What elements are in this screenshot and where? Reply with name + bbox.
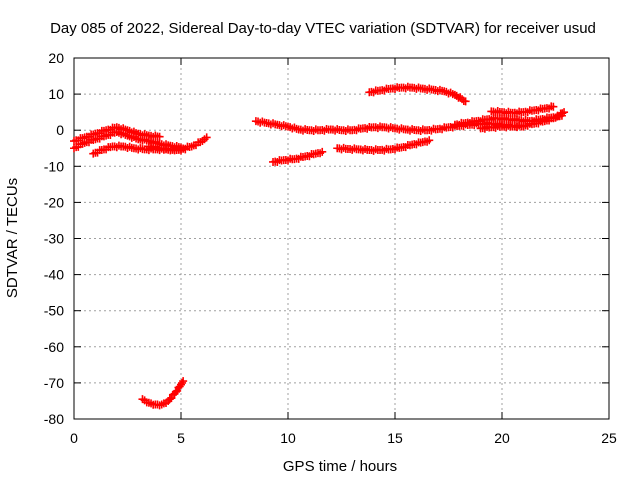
data-point: [558, 109, 567, 118]
y-tick-label: -40: [44, 267, 64, 283]
y-tick-label: -10: [44, 158, 64, 174]
x-tick-label: 15: [387, 430, 403, 446]
data-point: [318, 147, 327, 156]
x-tick-label: 25: [601, 430, 617, 446]
x-tick-label: 10: [280, 430, 296, 446]
y-tick-label: -70: [44, 375, 64, 391]
data-point: [165, 395, 174, 404]
axis-ticks: 0 5 10 15 20 25 20 10 0 -10 -20 -30 -40 -50 -60 -70 -80: [44, 50, 617, 446]
data-point: [171, 387, 180, 396]
y-tick-label: 0: [56, 122, 64, 138]
y-tick-label: -80: [44, 411, 64, 427]
x-axis-label: GPS time / hours: [283, 458, 397, 475]
data-point: [425, 136, 434, 145]
data-point: [202, 133, 211, 142]
y-tick-label: 10: [48, 86, 64, 102]
y-tick-label: -60: [44, 339, 64, 355]
y-tick-label: -50: [44, 303, 64, 319]
data-point: [178, 378, 187, 387]
y-axis-label: SDTVAR / TECUs: [4, 178, 21, 298]
data-points: [70, 82, 569, 410]
data-point: [461, 97, 470, 106]
data-point: [155, 132, 164, 141]
data-point: [560, 108, 569, 117]
x-tick-label: 20: [494, 430, 510, 446]
grid-lines: [74, 58, 609, 419]
y-tick-label: 20: [48, 50, 64, 66]
x-tick-label: 5: [177, 430, 185, 446]
chart-title: Day 085 of 2022, Sidereal Day-to-day VTE…: [50, 20, 596, 37]
data-point: [549, 102, 558, 111]
y-tick-label: -30: [44, 231, 64, 247]
x-tick-label: 0: [70, 430, 78, 446]
y-tick-label: -20: [44, 194, 64, 210]
data-point: [179, 377, 188, 386]
